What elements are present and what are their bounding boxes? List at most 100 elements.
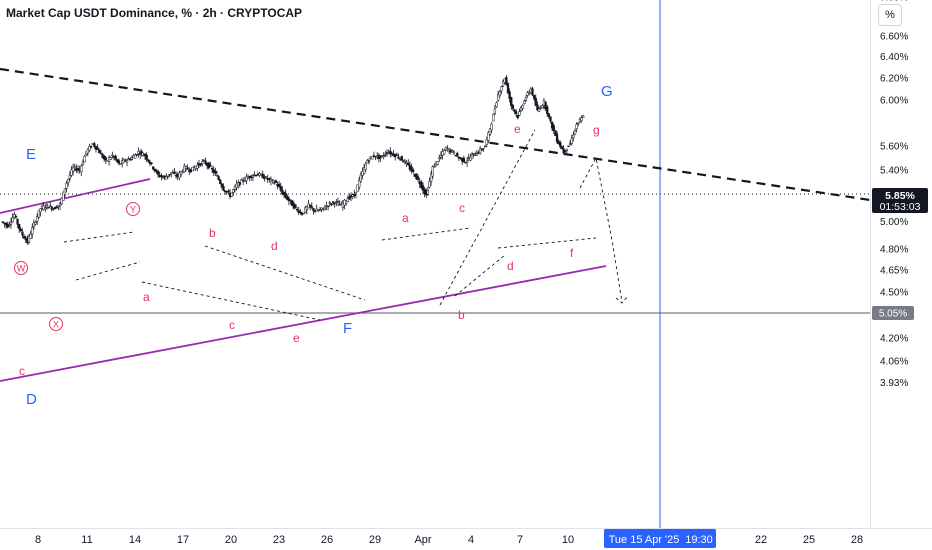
candle-body (531, 88, 534, 96)
candle-body (560, 146, 564, 150)
candle-body (358, 179, 361, 188)
candle-body (6, 223, 9, 228)
candle-body (439, 154, 443, 158)
candle-body (62, 191, 65, 201)
candle-body (165, 176, 168, 180)
candle-body (572, 134, 575, 138)
candle-body (9, 221, 13, 225)
candle-body (367, 160, 371, 162)
candle-body (44, 207, 47, 210)
candle-body (364, 163, 367, 170)
candles (1, 75, 585, 246)
x-tick-label: 23 (273, 534, 285, 546)
candle-body (11, 217, 14, 223)
candle-body (295, 208, 299, 211)
y-tick-label: 3.93% (880, 378, 908, 389)
candle-body (55, 206, 58, 209)
candle-body (173, 171, 176, 174)
candle-body (515, 111, 518, 115)
candle-body (222, 186, 225, 191)
level-price-badge: 5.05% (872, 306, 914, 320)
candle-body (482, 147, 485, 150)
candle-body (150, 162, 153, 164)
x-tick-label: 25 (803, 534, 815, 546)
candle-body (201, 161, 204, 164)
candle-body (462, 157, 465, 163)
candle-body (521, 104, 524, 109)
wave-label-c-1: c (229, 318, 235, 332)
candle-body (111, 154, 114, 157)
candle-body (487, 132, 490, 141)
candle-body (277, 183, 281, 188)
candle-body (220, 183, 224, 188)
candle-body (371, 156, 374, 160)
candle-body (336, 201, 340, 203)
candle-body (274, 180, 277, 183)
candle-body (294, 204, 297, 208)
candle-body (341, 203, 345, 208)
candle-body (534, 97, 537, 106)
candle-body (130, 157, 134, 160)
x-tick-label: 10 (562, 534, 574, 546)
candle-body (519, 107, 523, 112)
price-scale-divider (870, 0, 871, 528)
candle-body (490, 123, 493, 131)
candle-body (511, 105, 515, 109)
candle-body (580, 117, 583, 121)
candle-body (214, 170, 217, 174)
candle-body (81, 161, 85, 166)
candle-body (415, 173, 418, 180)
candle-body (575, 124, 578, 129)
candle-body (495, 102, 498, 107)
cursor-date: Tue 15 Apr '25 (609, 534, 680, 546)
candle-body (573, 130, 577, 135)
cursor-time: 19:30 (685, 534, 713, 546)
candle-body (524, 97, 528, 101)
candle-body (235, 183, 238, 188)
channel-lower-line (0, 265, 607, 382)
percent-scale-button[interactable]: % (878, 4, 902, 26)
wave-label-Y: Y (130, 205, 136, 215)
candle-body (227, 190, 230, 193)
y-tick-label: 4.20% (880, 334, 908, 345)
candle-body (71, 166, 75, 172)
wave-label-b-1: b (209, 226, 216, 240)
candle-body (284, 192, 287, 198)
wave-labels: E D F G Y W X c a b c d e a c b d e f g (14, 83, 613, 408)
candle-body (546, 106, 549, 114)
candle-body (52, 208, 55, 210)
candle-body (19, 228, 22, 232)
candle-body (166, 175, 170, 178)
x-tick-label: 7 (517, 534, 523, 546)
candle-body (582, 115, 585, 119)
plot-area[interactable]: E D F G Y W X c a b c d e a c b d e f g (0, 0, 870, 528)
candle-body (255, 175, 258, 177)
candle-body (372, 155, 376, 157)
y-tick-label: 4.65% (880, 266, 908, 277)
candle-body (344, 200, 348, 204)
x-tick-label: 14 (129, 534, 141, 546)
candle-body (37, 210, 40, 218)
candle-body (568, 143, 572, 145)
candle-body (436, 161, 439, 165)
candle-body (567, 145, 570, 148)
wave-label-g-2: g (593, 123, 600, 137)
candle-body (354, 192, 358, 195)
x-tick-label: 4 (468, 534, 474, 546)
candle-body (498, 91, 501, 96)
candle-body (362, 167, 366, 175)
candle-body (356, 184, 359, 192)
candle-body (233, 186, 237, 190)
candle-body (273, 182, 276, 184)
candle-body (125, 160, 129, 163)
x-axis[interactable]: 8 11 14 17 20 23 26 29 Apr 4 7 10 22 25 28 (35, 534, 863, 546)
candle-body (32, 222, 36, 228)
candle-body (433, 166, 436, 168)
wave-label-E: E (26, 146, 36, 163)
candle-body (559, 142, 562, 147)
x-tick-label: 22 (755, 534, 767, 546)
wave-label-f-2: f (570, 246, 574, 260)
candle-body (480, 149, 483, 151)
candle-body (456, 152, 459, 157)
